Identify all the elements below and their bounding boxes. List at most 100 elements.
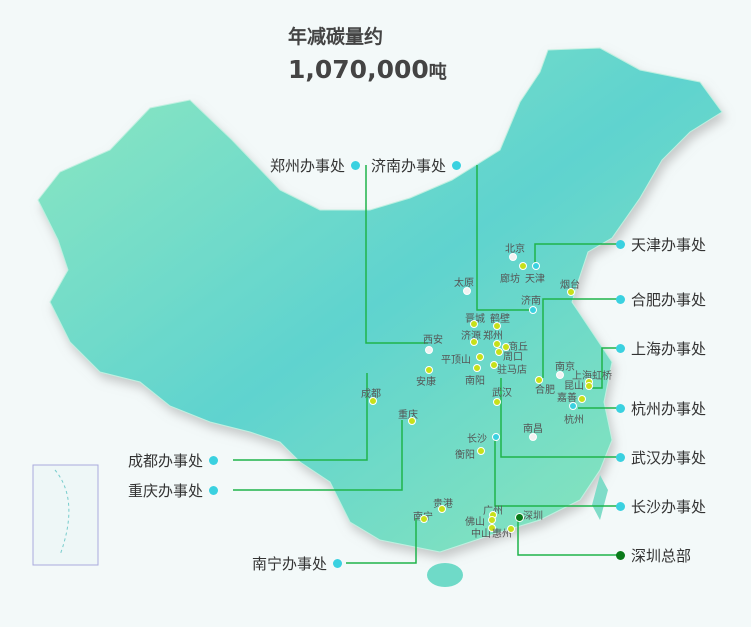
city-label: 驻马店 — [497, 365, 527, 376]
city-marker-icon — [493, 398, 501, 406]
city-marker-icon — [488, 516, 496, 524]
office-dot-icon — [209, 456, 219, 465]
city-marker-icon — [420, 515, 428, 523]
city-label: 合肥 — [535, 385, 555, 396]
city-marker-icon — [569, 402, 577, 410]
office-chengdu[interactable]: 成都办事处 — [128, 450, 219, 471]
city-label: 烟台 — [560, 280, 580, 291]
carbon-value: 1,070,000吨 — [288, 55, 447, 84]
taiwan — [592, 475, 608, 520]
city-label: 济南 — [521, 296, 541, 307]
office-changsha[interactable]: 长沙办事处 — [616, 496, 706, 517]
city-label: 昆山 — [564, 381, 584, 392]
city-marker-icon — [578, 395, 586, 403]
office-dot-icon — [351, 161, 361, 170]
city-label: 晋城 — [465, 310, 485, 325]
city-label: 廊坊 — [500, 274, 520, 285]
city-label: 济源 — [461, 331, 481, 342]
office-dot-icon — [616, 295, 625, 304]
city-marker-icon — [463, 287, 471, 295]
city-marker-icon — [408, 417, 416, 425]
connector-lines — [233, 165, 621, 564]
city-marker-icon — [470, 320, 478, 328]
hq-dot-icon — [616, 551, 625, 560]
city-label: 商丘 — [508, 342, 528, 353]
city-marker-icon — [490, 361, 498, 369]
city-label: 南京 — [555, 362, 575, 373]
office-dot-icon — [616, 344, 625, 353]
city-label: 佛山 — [465, 517, 485, 528]
office-nanning[interactable]: 南宁办事处 — [252, 553, 343, 574]
city-label: 安康 — [416, 377, 436, 388]
city-marker-icon — [529, 433, 537, 441]
city-marker-icon — [369, 397, 377, 405]
office-jinan[interactable]: 济南办事处 — [371, 155, 462, 176]
office-dot-icon — [452, 161, 462, 170]
city-label: 周口 — [503, 352, 523, 363]
city-marker-icon — [425, 366, 433, 374]
city-marker-icon — [425, 346, 433, 354]
city-marker-icon — [567, 288, 575, 296]
office-shanghai[interactable]: 上海办事处 — [616, 338, 706, 359]
city-marker-icon — [473, 364, 481, 372]
hainan — [427, 563, 463, 587]
city-marker-icon — [585, 382, 593, 390]
city-label: 惠州 — [492, 529, 512, 540]
city-label: 贵港 — [433, 495, 453, 510]
city-marker-icon — [488, 524, 496, 532]
office-tianjin[interactable]: 天津办事处 — [616, 234, 706, 255]
city-marker-icon — [493, 322, 501, 330]
city-marker-icon — [532, 262, 540, 270]
city-label: 深圳 — [523, 511, 543, 522]
office-chongqing[interactable]: 重庆办事处 — [128, 480, 219, 501]
city-marker-icon — [535, 376, 543, 384]
city-marker-icon — [529, 306, 537, 314]
city-marker-icon — [509, 253, 517, 261]
city-label: 成都 — [361, 389, 381, 400]
office-wuhan[interactable]: 武汉办事处 — [616, 447, 706, 468]
office-shenzhen-hq[interactable]: 深圳总部 — [616, 545, 691, 566]
city-label: 杭州 — [564, 415, 584, 426]
city-marker-icon — [438, 505, 446, 513]
office-hangzhou[interactable]: 杭州办事处 — [616, 398, 706, 419]
city-label: 西安 — [423, 335, 443, 346]
city-label: 南昌 — [523, 424, 543, 435]
city-label: 长沙 — [467, 434, 487, 445]
city-label: 中山 — [471, 529, 491, 540]
city-label: 武汉 — [492, 388, 512, 399]
city-label: 嘉善 — [557, 393, 577, 404]
city-label: 天津 — [525, 274, 545, 285]
city-marker-icon — [493, 340, 501, 348]
city-marker-icon — [492, 433, 500, 441]
city-label: 衡阳 — [455, 450, 475, 461]
city-marker-icon — [470, 338, 478, 346]
city-marker-icon — [515, 513, 524, 522]
office-dot-icon — [209, 486, 219, 495]
city-marker-icon — [519, 262, 527, 270]
city-label: 重庆 — [398, 410, 418, 421]
city-label: 郑州 — [483, 331, 503, 342]
city-label: 上海虹桥 — [572, 371, 612, 382]
city-label: 鹤壁 — [490, 314, 510, 325]
city-marker-icon — [476, 353, 484, 361]
city-marker-icon — [495, 348, 503, 356]
office-hefei[interactable]: 合肥办事处 — [616, 289, 706, 310]
china-mainland — [37, 47, 723, 553]
city-marker-icon — [502, 343, 510, 351]
city-marker-icon — [477, 447, 485, 455]
office-zhengzhou[interactable]: 郑州办事处 — [270, 155, 361, 176]
office-dot-icon — [333, 559, 343, 568]
city-label: 北京 — [505, 244, 525, 255]
office-dot-icon — [616, 453, 625, 462]
carbon-title: 年减碳量约 — [288, 26, 384, 48]
city-marker-icon — [507, 525, 515, 533]
city-label: 南阳 — [465, 376, 485, 387]
city-label: 太原 — [454, 278, 474, 289]
office-dot-icon — [616, 240, 625, 249]
south-sea-inset — [32, 464, 99, 566]
city-marker-icon — [556, 371, 564, 379]
office-dot-icon — [616, 404, 625, 413]
city-label: 平顶山 — [441, 355, 471, 366]
office-dot-icon — [616, 502, 625, 511]
